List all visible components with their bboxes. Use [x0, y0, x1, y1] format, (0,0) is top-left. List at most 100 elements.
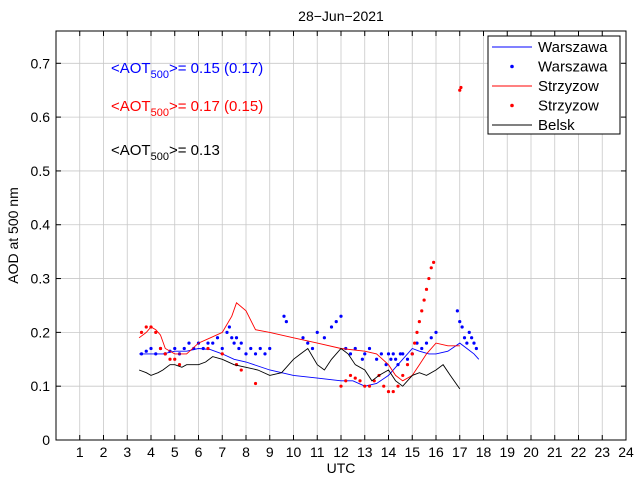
strzyzow-point [415, 330, 419, 334]
strzyzow-point [458, 88, 462, 92]
warszawa-point [187, 341, 191, 345]
warszawa-point [396, 363, 400, 367]
strzyzow-point [168, 357, 172, 361]
warszawa-point [394, 357, 398, 361]
warszawa-point [220, 346, 224, 351]
warszawa-point [348, 352, 353, 356]
x-tick-label: 17 [452, 444, 468, 460]
warszawa-point [367, 346, 372, 351]
strzyzow-line [138, 302, 460, 382]
aot-subscript: 500 [151, 151, 169, 163]
strzyzow-point [158, 346, 163, 351]
aot-annotation: <AOT500>= 0.17 (0.15) [111, 98, 263, 119]
x-tick-label: 24 [618, 444, 634, 460]
warszawa-point [139, 352, 144, 356]
warszawa-point [460, 325, 464, 329]
legend-label-strzyzow: Strzyzow [538, 78, 599, 95]
aot-prefix: <AOT [111, 98, 151, 115]
strzyzow-point [173, 357, 177, 361]
strzyzow-point [239, 368, 243, 372]
warszawa-point [363, 352, 367, 356]
warszawa-point [360, 357, 364, 361]
x-axis-label: UTC [327, 460, 356, 476]
strzyzow-point [363, 384, 367, 388]
x-tick-label: 11 [310, 444, 325, 460]
x-tick-label: 18 [476, 444, 492, 460]
aot-annotations: <AOT500>= 0.15 (0.17)<AOT500>= 0.17 (0.1… [111, 60, 263, 163]
strzyzow-point [139, 330, 144, 334]
warszawa-point [268, 346, 272, 351]
warszawa-point [455, 309, 459, 313]
x-tick-label: 4 [147, 444, 155, 460]
warszawa-point [225, 330, 229, 334]
y-tick-label: 0.3 [31, 271, 51, 287]
axis-ticks: 1 2 3 4 5 6 7 8 9 10 11 12 13 14 15 16 17 18 19 20 21 22 23 240… [31, 31, 634, 460]
strzyzow-point [429, 266, 433, 270]
x-tick-label: 23 [594, 444, 610, 460]
strzyzow-point [177, 363, 182, 367]
warszawa-point [253, 352, 258, 356]
warszawa-point [244, 352, 248, 356]
strzyzow-point [339, 384, 343, 388]
warszawa-point [389, 357, 393, 361]
strzyzow-point [386, 389, 391, 394]
aot-value: >= 0.15 (0.17) [169, 60, 263, 77]
legend-swatch-strzyzow-dots [510, 103, 514, 108]
y-tick-label: 0.1 [31, 378, 51, 394]
warszawa-point [386, 352, 391, 356]
warszawa-point [434, 330, 438, 334]
warszawa-point [232, 341, 236, 345]
warszawa-point [391, 352, 395, 356]
x-tick-label: 19 [499, 444, 515, 460]
legend-label-strzyzow: Strzyzow [538, 98, 599, 115]
x-tick-label: 21 [547, 444, 563, 460]
warszawa-point [405, 357, 410, 361]
x-tick-label: 6 [195, 444, 203, 460]
belsk-line [138, 347, 461, 390]
aot-prefix: <AOT [111, 60, 151, 77]
strzyzow-point [144, 325, 148, 329]
warszawa-point [420, 346, 424, 351]
warszawa-point [467, 330, 471, 334]
warszawa-point [315, 330, 319, 334]
y-tick-label: 0.5 [31, 163, 51, 179]
strzyzow-point [163, 352, 167, 356]
x-tick-label: 10 [286, 444, 302, 460]
warszawa-point [306, 341, 310, 345]
legend-label-warszawa: Warszawa [538, 59, 608, 76]
warszawa-point [144, 349, 148, 353]
warszawa-point [379, 352, 383, 356]
warszawa-point [470, 336, 474, 340]
strzyzow-point [154, 330, 158, 334]
warszawa-point [462, 336, 467, 340]
x-tick-label: 7 [218, 444, 226, 460]
strzyzow-point [420, 309, 424, 313]
warszawa-point [237, 346, 241, 351]
warszawa-point [234, 336, 239, 340]
warszawa-point [429, 336, 433, 340]
x-tick-label: 15 [404, 444, 420, 460]
warszawa-point [201, 346, 205, 351]
x-tick-label: 16 [428, 444, 444, 460]
y-tick-label: 0.2 [31, 324, 51, 340]
warszawa-point [149, 346, 153, 351]
y-axis-label: AOD at 500 nm [5, 187, 21, 284]
x-tick-label: 2 [100, 444, 108, 460]
aot-annotation: <AOT500>= 0.13 [111, 142, 220, 163]
x-tick-label: 8 [242, 444, 250, 460]
warszawa-point [284, 320, 288, 324]
strzyzow-point [427, 276, 431, 281]
x-tick-label: 3 [123, 444, 131, 460]
strzyzow-point [413, 341, 417, 345]
legend-box [487, 35, 621, 135]
legend-swatch-warszawa-dots [510, 64, 514, 69]
aot-subscript: 500 [151, 69, 169, 81]
aot-value: >= 0.17 (0.15) [169, 98, 263, 115]
x-tick-label: 1 [76, 444, 84, 460]
warszawa-point [239, 341, 243, 345]
x-tick-label: 20 [523, 444, 539, 460]
strzyzow-point [382, 384, 386, 388]
y-tick-label: 0.6 [31, 109, 51, 125]
aot-prefix: <AOT [111, 142, 151, 159]
